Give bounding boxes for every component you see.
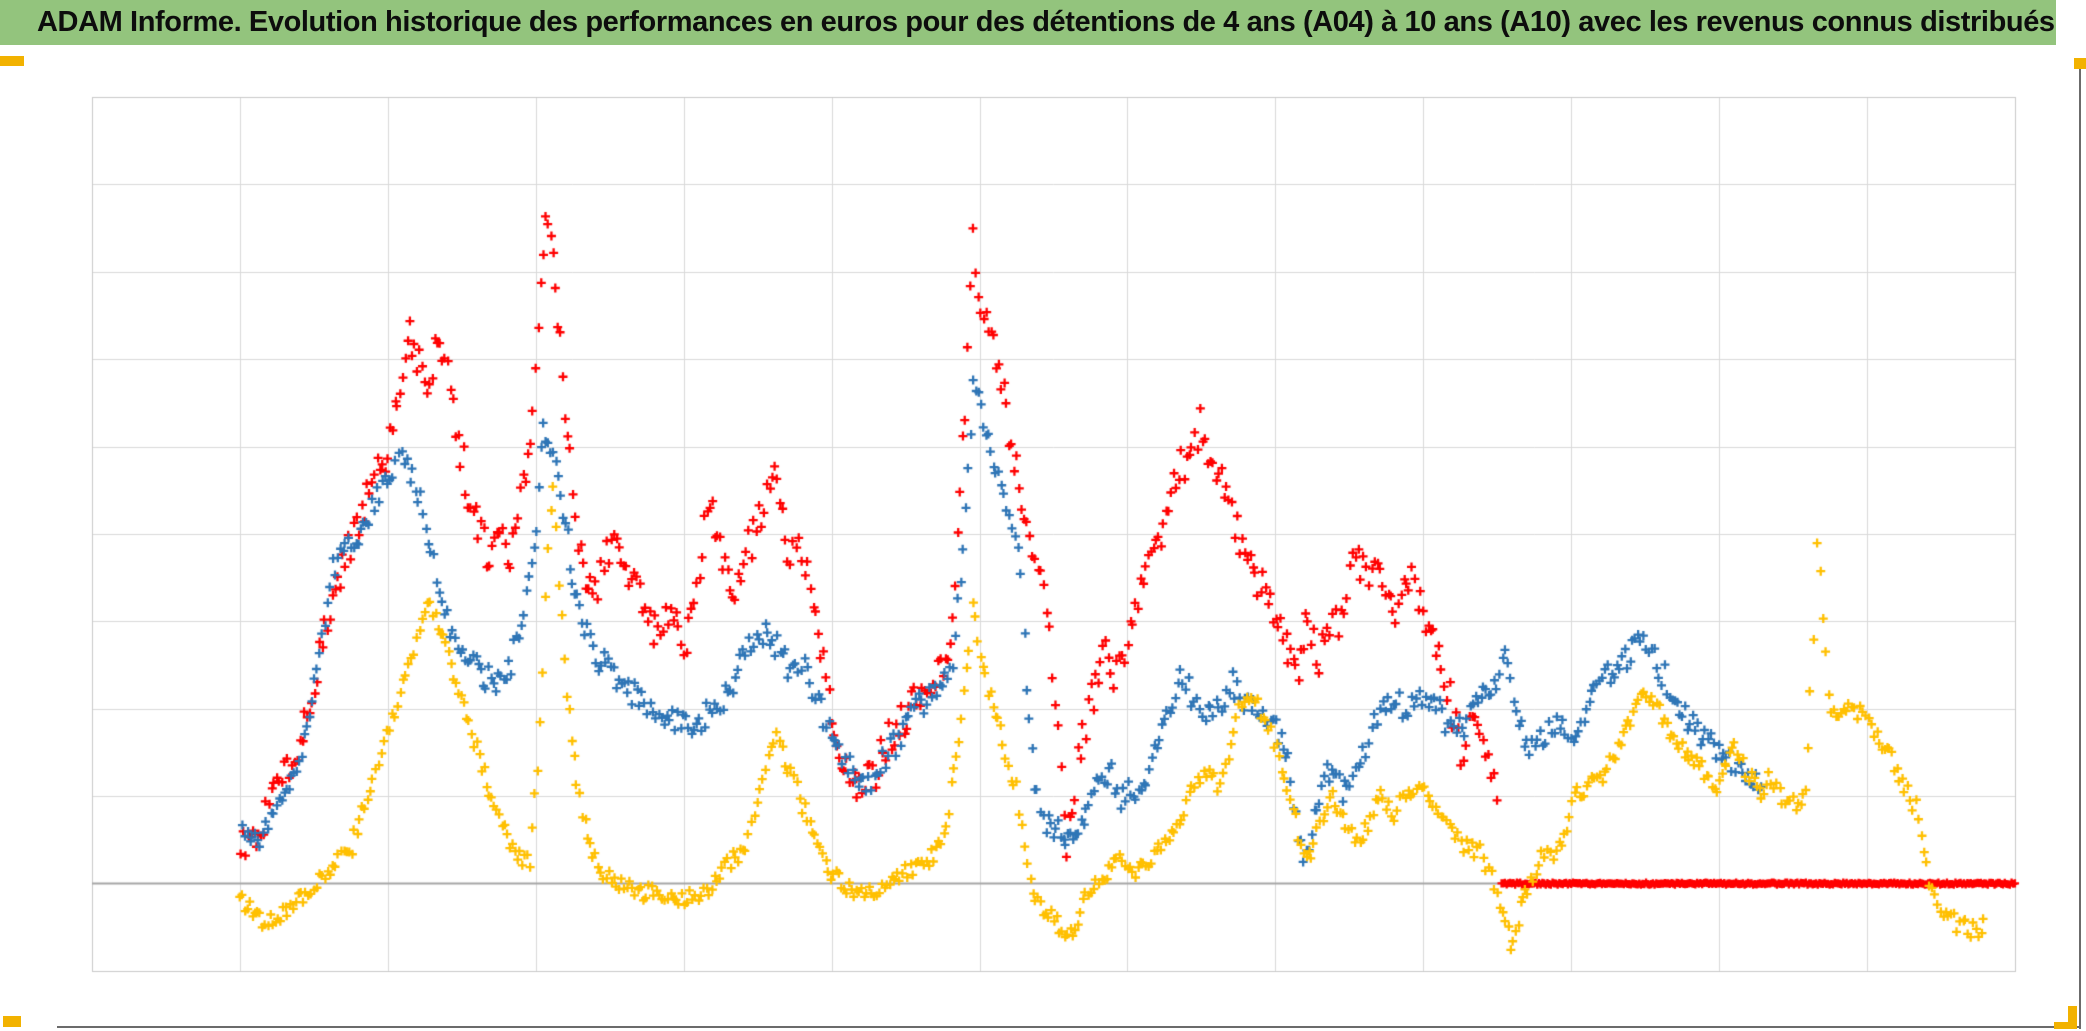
frame-handle-bottom-right-v[interactable] [2068, 1006, 2077, 1028]
frame-border-right [2079, 62, 2081, 1029]
frame-handle-bottom-left[interactable] [3, 1016, 21, 1027]
frame-handle-bottom-right-h[interactable] [2054, 1022, 2077, 1029]
report-title-bar: ADAM Informe. Evolution historique des p… [0, 0, 2056, 45]
report-title: ADAM Informe. Evolution historique des p… [37, 6, 2055, 38]
frame-handle-top-right[interactable] [2074, 58, 2086, 69]
frame-border-bottom [57, 1026, 2081, 1028]
frame-handle-top-left[interactable] [0, 56, 24, 66]
